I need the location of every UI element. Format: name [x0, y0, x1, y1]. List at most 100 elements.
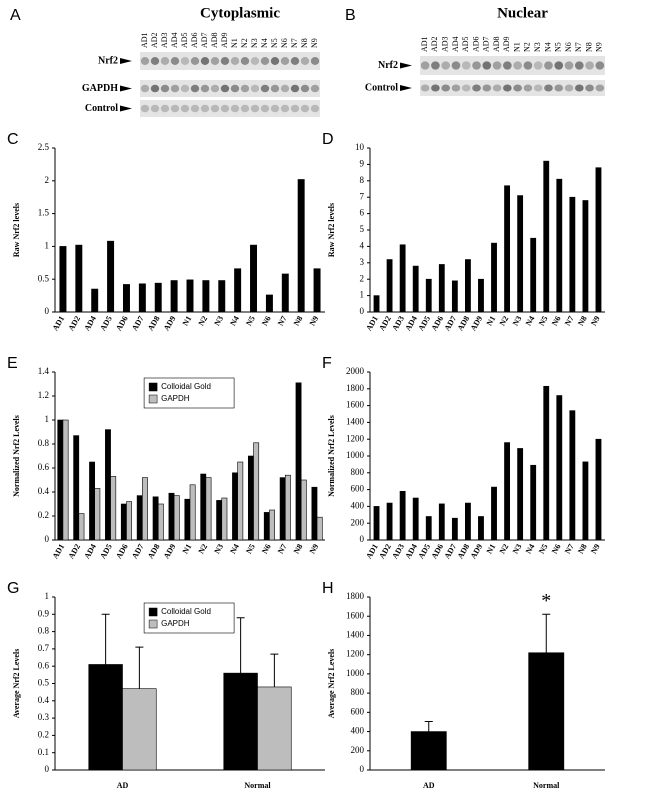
error-bar	[135, 646, 144, 689]
blot-band	[564, 61, 574, 70]
blot-band	[431, 61, 440, 70]
x-tick-label: AD6	[114, 314, 130, 332]
blot-band	[523, 61, 533, 70]
bar	[216, 500, 223, 541]
row-label: Nrf2	[378, 60, 398, 71]
lane-label: AD1	[140, 32, 149, 48]
blot-band	[300, 84, 310, 93]
y-tick-label: 0.7	[38, 643, 50, 653]
x-tick-label: AD2	[67, 314, 83, 332]
bar	[184, 498, 191, 541]
y-tick-label: 1400	[346, 416, 365, 426]
bar	[186, 279, 194, 313]
bar	[157, 503, 164, 541]
y-tick-label: 9	[360, 158, 365, 168]
panel-letter: F	[322, 355, 332, 372]
blot-band	[170, 57, 180, 65]
y-tick-label: 0.9	[38, 608, 50, 618]
lane-label: N5	[554, 42, 563, 52]
blot-band	[250, 104, 260, 113]
bar	[373, 295, 380, 313]
blot-band	[585, 84, 594, 92]
x-tick-label: AD6	[430, 314, 446, 332]
x-tick-label: Normal	[533, 781, 560, 790]
x-tick-label: AD	[423, 781, 435, 790]
blot-band	[180, 57, 190, 65]
bar	[530, 464, 537, 541]
bar	[297, 179, 305, 313]
y-tick-label: 200	[351, 745, 365, 755]
x-tick-label: N4	[228, 314, 241, 327]
y-tick-label: 0.3	[38, 712, 50, 722]
x-tick-label: AD8	[146, 314, 162, 332]
x-tick-label: N1	[485, 542, 498, 555]
y-tick-label: 800	[351, 467, 365, 477]
blot-band	[482, 61, 492, 70]
blot-band	[140, 84, 150, 93]
y-tick-label: 2	[360, 273, 365, 283]
bar	[311, 486, 318, 541]
y-tick-label: 7	[360, 191, 365, 201]
y-tick-label: 0.2	[38, 729, 49, 739]
y-axis-label: Raw Nrf2 levels	[327, 203, 336, 257]
x-tick-label: N2	[498, 314, 511, 327]
bar	[595, 438, 602, 541]
y-tick-label: 800	[351, 687, 365, 697]
blot-band	[595, 84, 605, 92]
bar	[300, 479, 307, 541]
bar	[263, 512, 270, 541]
bar	[200, 473, 207, 541]
blot-band	[190, 104, 200, 113]
blot-band	[260, 57, 270, 65]
blot-strip	[140, 52, 320, 70]
blot-band	[461, 61, 471, 70]
y-tick-label: 10	[355, 142, 365, 152]
y-tick-label: 1000	[346, 668, 365, 678]
blot-band	[160, 104, 170, 113]
blot-band	[160, 84, 170, 93]
panel-letter: C	[7, 131, 19, 148]
blot-band	[200, 57, 210, 65]
blot-band	[564, 84, 574, 92]
x-tick-label: N6	[260, 542, 273, 555]
y-tick-label: 1600	[346, 610, 365, 620]
blot-band	[240, 104, 250, 113]
bar	[75, 244, 83, 313]
blot-band	[554, 61, 564, 70]
bar	[582, 461, 589, 541]
lane-label: AD4	[170, 32, 179, 48]
bar	[173, 495, 180, 541]
y-tick-label: 6	[360, 208, 365, 218]
x-tick-label: AD8	[456, 314, 472, 332]
lane-label: AD8	[210, 32, 219, 48]
x-tick-label: AD8	[146, 542, 162, 560]
blot-band	[533, 61, 543, 70]
bar	[399, 490, 406, 541]
lane-label: AD1	[420, 36, 429, 52]
x-tick-label: AD7	[130, 542, 146, 560]
x-tick-label: N1	[181, 542, 194, 555]
x-tick-label: N7	[276, 314, 289, 327]
legend-swatch	[148, 382, 158, 392]
blot-band	[574, 61, 584, 70]
bar	[89, 461, 96, 541]
x-tick-label: N2	[498, 542, 511, 555]
bar	[250, 244, 258, 313]
bar	[136, 495, 143, 541]
lane-label: N2	[240, 38, 249, 48]
x-tick-label: AD7	[443, 314, 459, 332]
blot-band	[200, 84, 210, 93]
lane-label: N4	[260, 38, 269, 48]
x-tick-label: AD5	[416, 542, 432, 560]
x-tick-label: AD2	[377, 314, 393, 332]
blot-band	[250, 57, 260, 65]
row-arrow	[400, 85, 412, 91]
row-label: Control	[85, 103, 118, 114]
y-tick-label: 0.5	[38, 273, 50, 283]
panel-letter: A	[10, 7, 21, 24]
blot-strip	[420, 80, 605, 96]
y-tick-label: 2000	[346, 366, 365, 376]
x-tick-label: AD7	[443, 542, 459, 560]
bar	[247, 455, 254, 541]
lane-label: N8	[300, 38, 309, 48]
